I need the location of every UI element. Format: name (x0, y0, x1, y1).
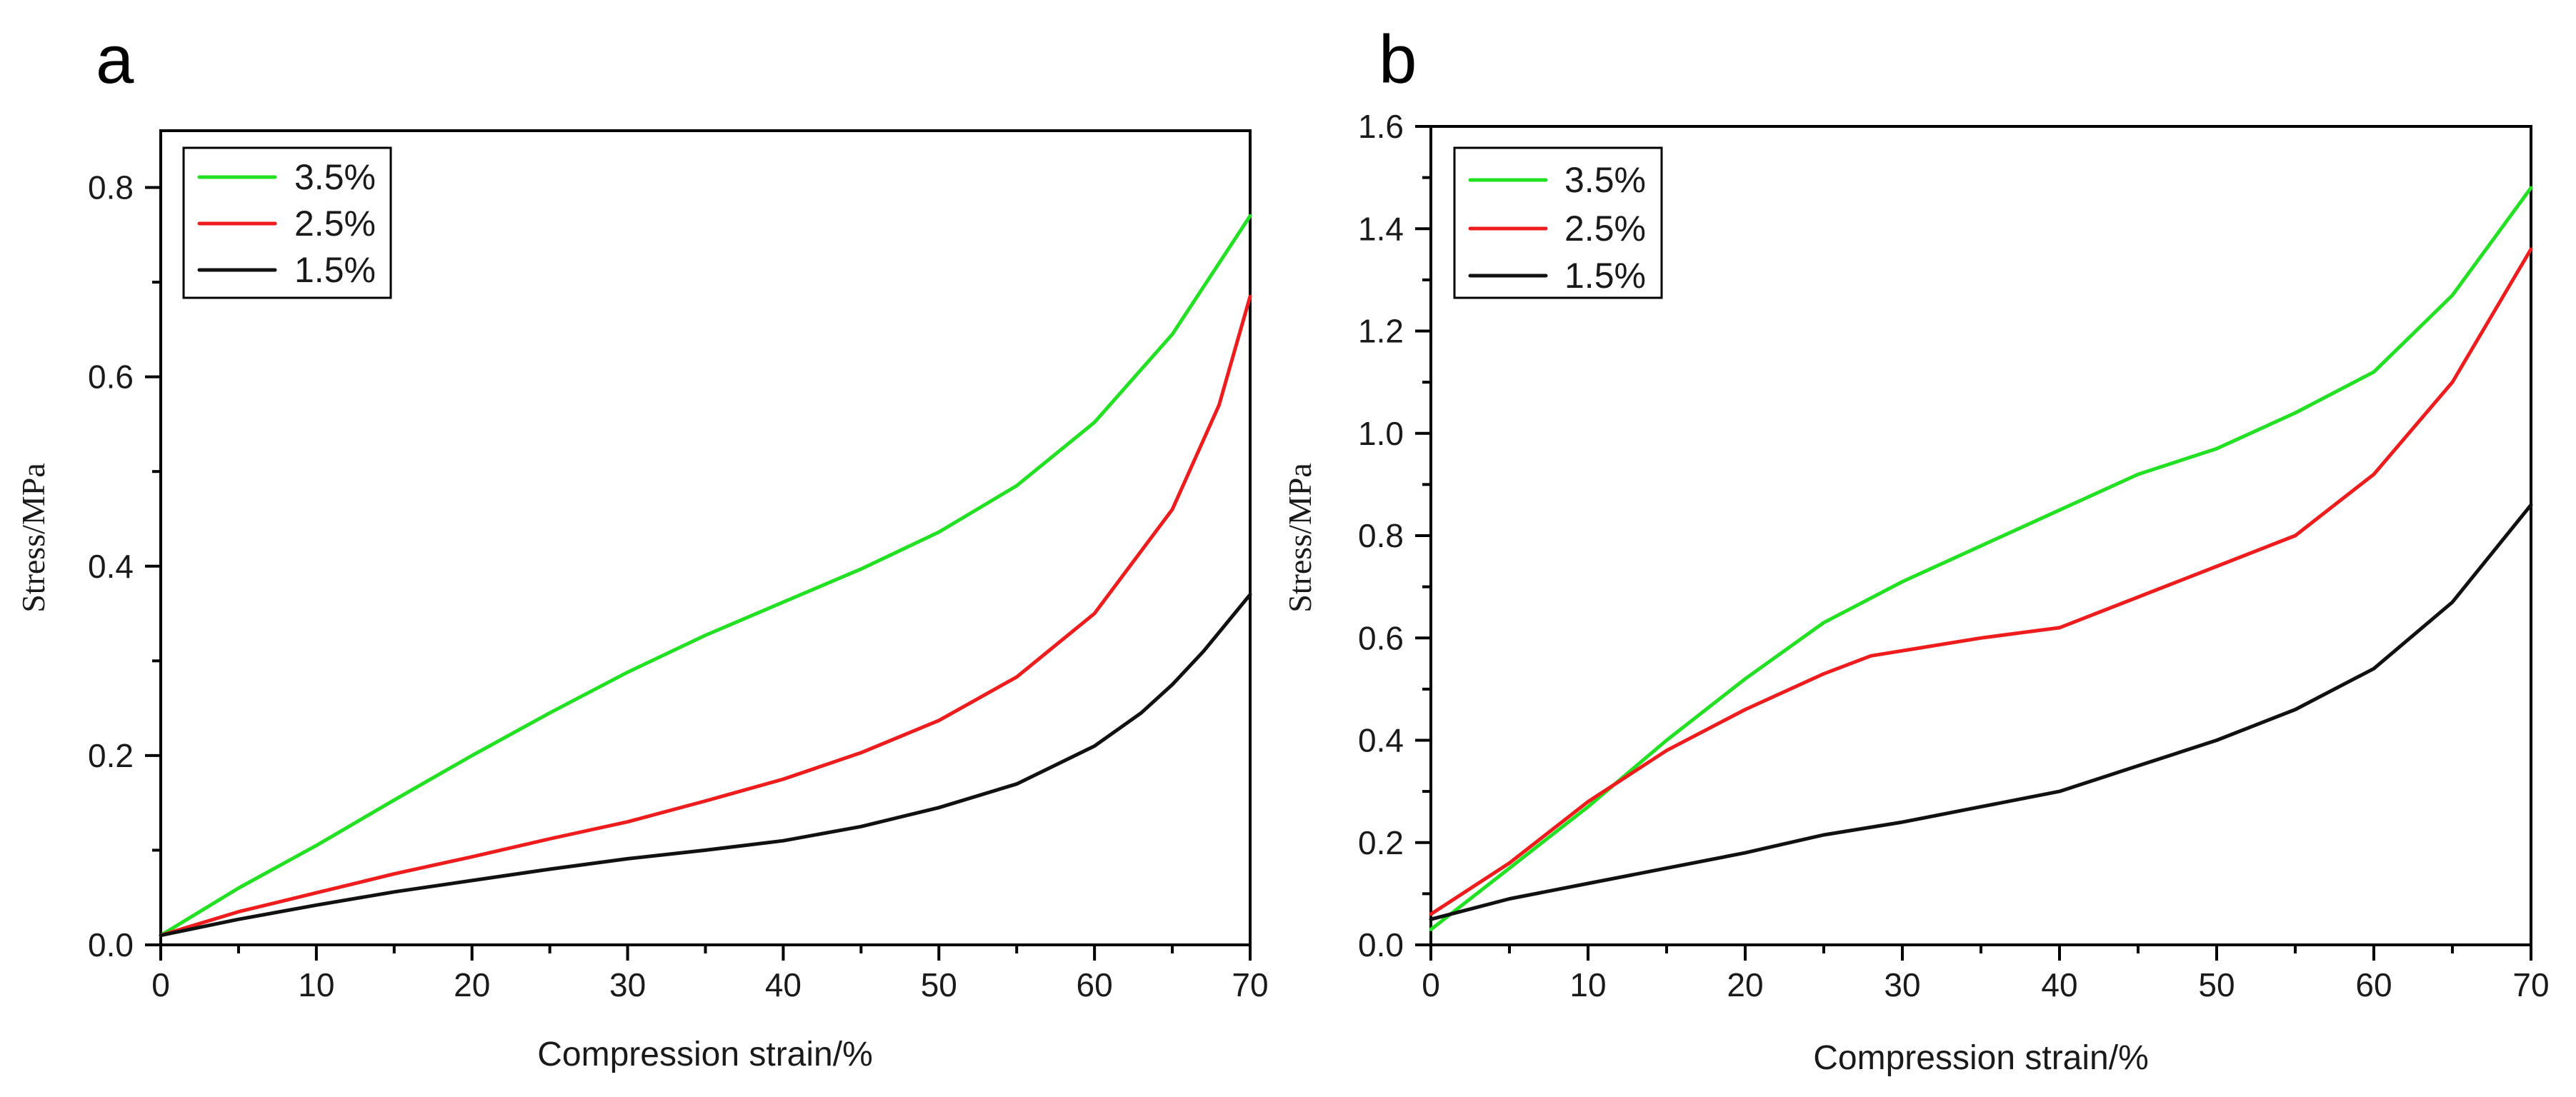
panel-b-legend-label-3-5: 3.5% (1564, 160, 1646, 200)
panel-b-legend-label-2-5: 2.5% (1564, 209, 1646, 249)
panel-a-y-tick-label-0-4: 0.4 (88, 548, 134, 585)
panel-a-y-tick-label-0-2: 0.2 (88, 737, 134, 774)
panel-b-legend-label-1-5: 1.5% (1564, 256, 1646, 296)
panel-a-legend-label-1-5: 1.5% (294, 250, 376, 290)
panel-a-x-tick-label-10: 10 (298, 966, 334, 1003)
panel-b-y-tick-label-0-6: 0.6 (1358, 619, 1404, 656)
panel-b-y-tick-label-0-0: 0.0 (1358, 926, 1404, 963)
panel-b-series-1-5 (1429, 503, 2533, 921)
panel-a-y-tick-label-0-0: 0.0 (88, 926, 134, 963)
panel-b-x-tick-label-0: 0 (1422, 966, 1440, 1003)
panel-a-ticks: 0 10 20 30 40 50 60 70 0.0 0.2 0.4 0.6 0.8 (88, 169, 1269, 1003)
panel-b-legend: 3.5% 2.5% 1.5% (1453, 146, 1663, 299)
panel-b-y-axis-title: Stress/MPa (1282, 463, 1318, 613)
panel-a-legend-label-3-5: 3.5% (294, 157, 376, 197)
panel-b-x-tick-label-20: 20 (1727, 966, 1763, 1003)
panel-b-y-tick-label-1-4: 1.4 (1358, 210, 1404, 247)
panel-b-series-3-5 (1429, 186, 2533, 931)
panel-a-series-3-5 (159, 214, 1252, 938)
panel-b-y-tick-label-0-4: 0.4 (1358, 722, 1404, 759)
panel-a-legend: 3.5% 2.5% 1.5% (182, 146, 392, 299)
panel-b-x-tick-label-50: 50 (2198, 966, 2235, 1003)
panel-a-x-tick-label-70: 70 (1232, 966, 1268, 1003)
panel-a-x-axis-title: Compression strain/% (537, 1036, 873, 1073)
panel-a-y-axis-title: Stress/MPa (15, 463, 51, 613)
panel-b-y-tick-label-1-6: 1.6 (1358, 108, 1404, 145)
panel-b-ticks: 0 10 20 30 40 50 60 70 0.0 0.2 0.4 0.6 0.8 1.0 1.2 1.4 1… (1358, 108, 2550, 1003)
panel-b: b 0 10 20 30 40 50 60 70 0.0 0.2 0.4 0.6 0.8 1.0 1.2 1.… (1282, 21, 2550, 1077)
panel-a-x-tick-label-40: 40 (765, 966, 802, 1003)
panel-b-x-tick-label-60: 60 (2355, 966, 2392, 1003)
panel-b-y-tick-label-1-0: 1.0 (1358, 415, 1404, 452)
panel-b-series (1429, 186, 2533, 931)
panel-b-label: b (1379, 21, 1417, 98)
panel-a-x-tick-label-60: 60 (1077, 966, 1113, 1003)
panel-b-x-axis-title: Compression strain/% (1813, 1039, 2149, 1077)
panel-b-series-2-5 (1429, 247, 2533, 916)
panel-a-y-tick-label-0-6: 0.6 (88, 359, 134, 396)
panel-a-label: a (96, 21, 134, 98)
panel-b-y-tick-label-0-8: 0.8 (1358, 517, 1404, 554)
panel-b-legend-box (1453, 146, 1663, 299)
panel-a-series-1-5 (159, 593, 1252, 938)
panel-b-y-tick-label-0-2: 0.2 (1358, 824, 1404, 861)
panel-b-x-tick-label-30: 30 (1884, 966, 1920, 1003)
panel-b-y-tick-label-1-2: 1.2 (1358, 313, 1404, 350)
panel-b-x-tick-label-40: 40 (2041, 966, 2077, 1003)
panel-a: a 0 10 20 30 40 50 60 70 0.0 0.2 0.4 0.6 0.8 Compres… (15, 21, 1269, 1073)
panel-a-x-tick-label-0: 0 (151, 966, 170, 1003)
panel-a-legend-label-2-5: 2.5% (294, 204, 376, 244)
panel-a-series-2-5 (159, 294, 1252, 938)
panel-a-y-tick-label-0-8: 0.8 (88, 169, 134, 206)
panel-a-x-tick-label-20: 20 (454, 966, 490, 1003)
panel-a-x-tick-label-30: 30 (609, 966, 646, 1003)
panel-a-series (159, 214, 1252, 938)
panel-a-x-tick-label-50: 50 (921, 966, 957, 1003)
panel-b-x-tick-label-70: 70 (2512, 966, 2549, 1003)
panel-b-x-tick-label-10: 10 (1569, 966, 1606, 1003)
